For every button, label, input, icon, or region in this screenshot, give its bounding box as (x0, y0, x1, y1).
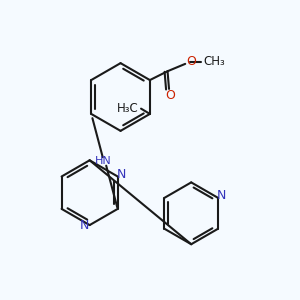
Text: CH₃: CH₃ (203, 55, 225, 68)
Text: O: O (165, 89, 175, 102)
Text: H₃C: H₃C (117, 102, 139, 115)
Text: N: N (80, 219, 89, 232)
Text: O: O (186, 55, 196, 68)
Text: N: N (217, 189, 226, 202)
Text: HN: HN (94, 156, 111, 167)
Text: N: N (116, 168, 126, 181)
